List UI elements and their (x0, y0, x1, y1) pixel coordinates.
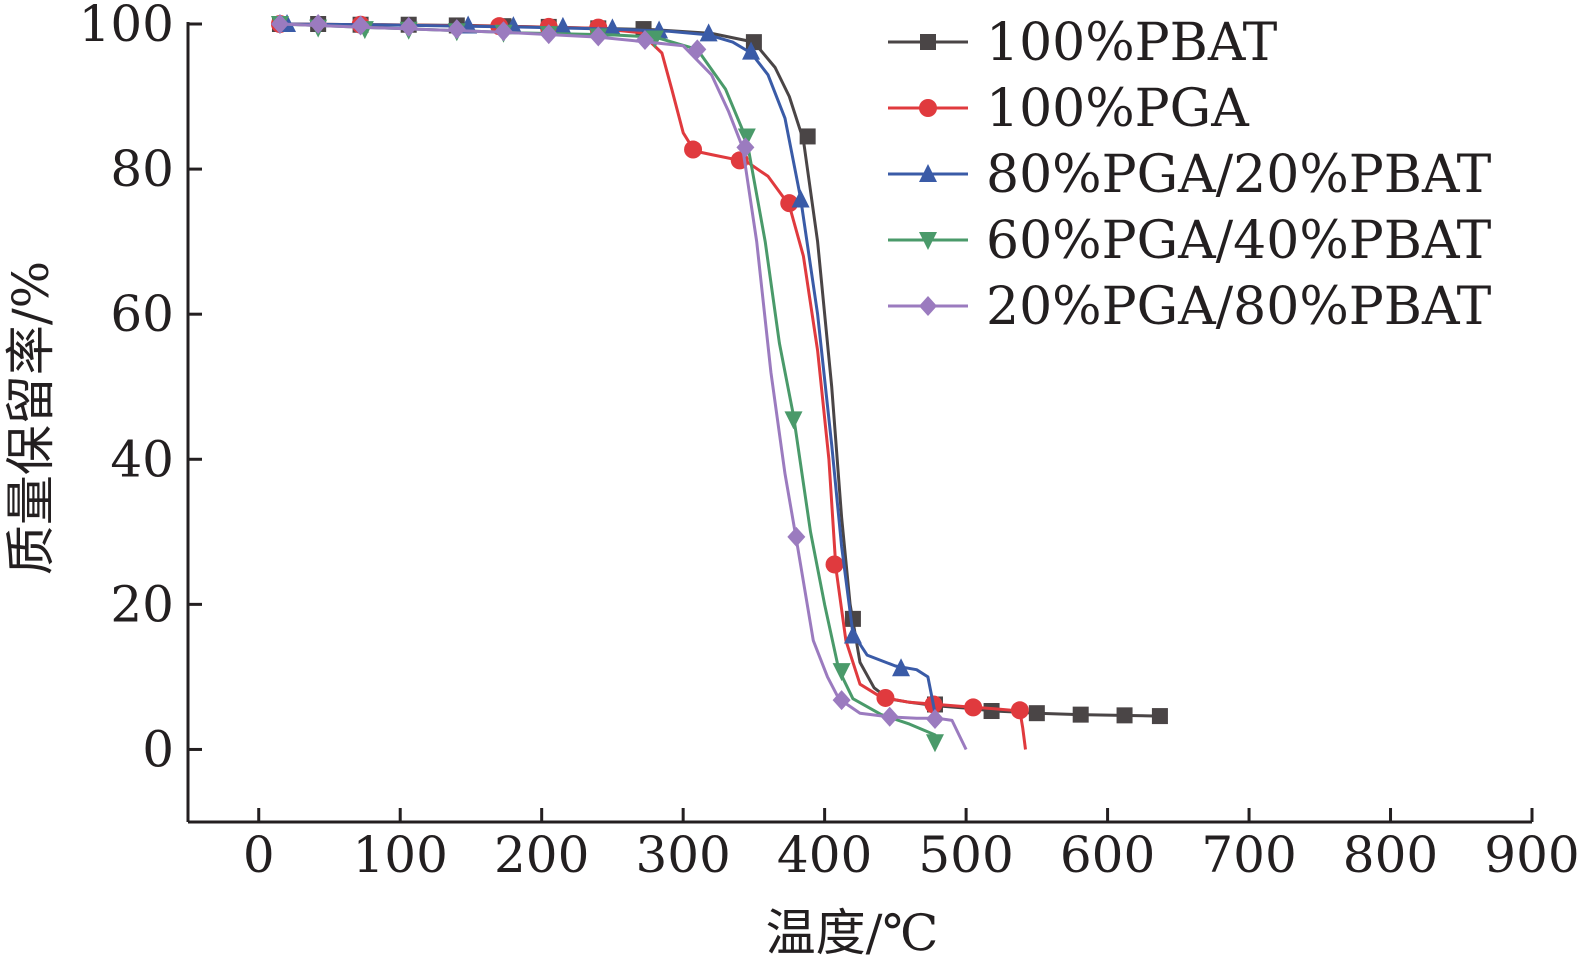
data-point (832, 690, 851, 711)
data-point (1028, 705, 1045, 722)
data-point (1010, 701, 1029, 720)
data-point (799, 128, 816, 145)
legend: 100%PBAT100%PGA80%PGA/20%PBAT60%PGA/40%P… (888, 13, 1492, 337)
legend-marker (920, 34, 936, 50)
data-point (787, 526, 806, 547)
data-point (742, 41, 761, 60)
series-layer (270, 14, 1168, 753)
legend-label: 60%PGA/40%PBAT (986, 211, 1492, 271)
legend-label: 80%PGA/20%PBAT (986, 145, 1492, 205)
data-point (688, 39, 707, 60)
data-point (270, 14, 289, 34)
data-point (309, 14, 328, 34)
series-line (279, 22, 940, 745)
y-tick-label: 80 (110, 140, 174, 198)
data-point (737, 128, 756, 147)
x-axis-title: 温度/℃ (766, 904, 939, 962)
legend-marker (919, 99, 937, 117)
data-point (539, 24, 558, 45)
legend-item: 20%PGA/80%PBAT (888, 277, 1492, 337)
data-point (876, 688, 895, 707)
legend-marker (919, 164, 937, 182)
x-tick-label: 200 (494, 826, 589, 884)
data-point (351, 15, 370, 36)
y-tick-label: 100 (79, 0, 174, 53)
data-point (780, 194, 799, 213)
data-point (399, 16, 418, 37)
x-tick-label: 500 (918, 826, 1013, 884)
legend-label: 100%PBAT (986, 13, 1278, 73)
data-point (844, 610, 861, 627)
y-tick-label: 0 (142, 720, 174, 778)
series-line (279, 22, 1027, 750)
data-point (1151, 708, 1168, 725)
x-tick-label: 700 (1201, 826, 1296, 884)
data-point (964, 698, 983, 717)
data-point (925, 708, 944, 729)
x-tick-label: 300 (635, 826, 730, 884)
data-point (494, 21, 513, 42)
data-point (825, 555, 844, 574)
series-line (279, 22, 937, 714)
axes: 0 100 200 300 400 500 600 700 800 900 0 20 40 60 80 100 (79, 0, 1580, 884)
y-tick-label: 40 (110, 430, 174, 488)
data-point (1072, 706, 1089, 723)
data-point (645, 30, 664, 49)
data-point (925, 734, 944, 753)
series-4 (270, 16, 944, 753)
data-point (892, 658, 911, 677)
x-tick-label: 100 (352, 826, 447, 884)
legend-item: 100%PBAT (888, 13, 1278, 73)
series-5 (270, 14, 968, 751)
x-tick-label: 0 (243, 826, 275, 884)
data-point (791, 189, 810, 208)
series-3 (278, 14, 937, 714)
legend-label: 100%PGA (986, 79, 1250, 139)
data-point (983, 703, 1000, 720)
y-tick-label: 60 (110, 285, 174, 343)
legend-item: 60%PGA/40%PBAT (888, 211, 1492, 271)
data-point (684, 140, 703, 159)
legend-marker (919, 296, 937, 316)
data-point (635, 29, 654, 50)
x-tick-label: 900 (1484, 826, 1579, 884)
legend-item: 80%PGA/20%PBAT (888, 145, 1492, 205)
data-point (589, 26, 608, 47)
data-point (603, 18, 622, 37)
y-tick-label: 20 (110, 575, 174, 633)
data-point (843, 625, 862, 644)
x-tick-label: 800 (1343, 826, 1438, 884)
data-point (1116, 707, 1133, 724)
x-tick-label: 600 (1060, 826, 1155, 884)
data-point (736, 137, 755, 158)
legend-item: 100%PGA (888, 79, 1250, 139)
x-tick-label: 400 (777, 826, 872, 884)
data-point (784, 411, 803, 430)
legend-marker (919, 232, 937, 250)
data-point (553, 16, 572, 35)
series-line (279, 22, 968, 751)
data-point (832, 663, 851, 682)
legend-label: 20%PGA/80%PBAT (986, 277, 1492, 337)
data-point (447, 19, 466, 40)
data-point (699, 23, 718, 42)
data-point (880, 706, 899, 727)
series-2 (270, 15, 1029, 750)
y-axis-title: 质量保留率/% (2, 261, 60, 575)
